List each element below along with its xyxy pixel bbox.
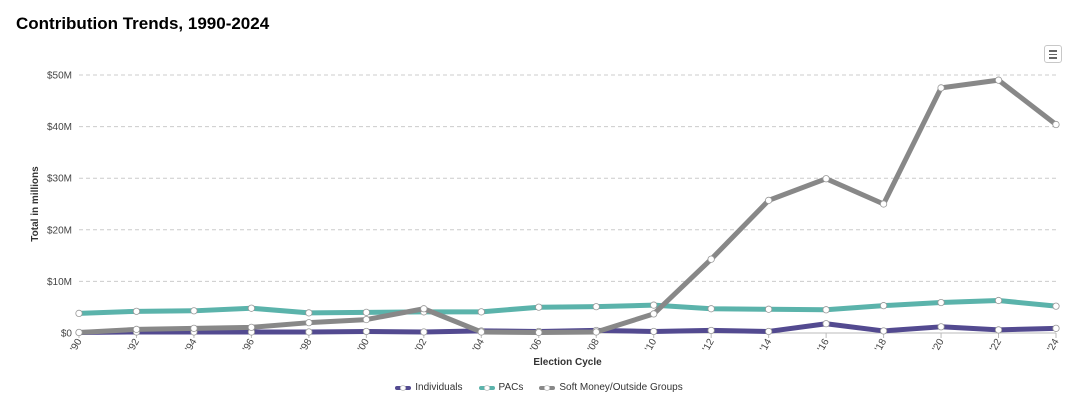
series-lines [75,76,1060,337]
data-point[interactable] [592,328,600,336]
data-point[interactable] [1052,302,1060,310]
y-axis-title: Total in millions [30,166,41,242]
chart-menu-button[interactable] [1044,45,1062,63]
x-axis-title: Election Cycle [533,357,602,368]
legend-label: PACs [498,382,524,393]
data-point[interactable] [75,309,83,317]
y-tick-label: $40M [47,122,72,133]
legend-swatch-icon [478,384,495,392]
x-tick-label: '24 [1046,337,1062,354]
y-axis-ticks: $0 $10M $20M $30M $40M $50M [47,71,72,340]
data-point[interactable] [477,308,485,316]
legend-item[interactable]: Individuals [395,382,463,393]
data-point[interactable] [994,296,1003,305]
x-tick-label: '98 [298,337,314,354]
line-chart: $0$10M$20M$30M$40M$50M '90'92'94'96'98'0… [30,71,1062,369]
legend-item[interactable]: Soft Money/Outside Groups [539,382,683,393]
data-point[interactable] [650,301,658,309]
y-tick-label: $30M [47,174,72,185]
x-tick-label: '02 [413,337,429,354]
data-point[interactable] [765,196,773,204]
data-point[interactable] [592,303,600,311]
x-tick-label: '22 [988,337,1004,354]
data-point[interactable] [535,328,543,337]
data-point[interactable] [937,84,945,92]
x-tick-label: '14 [758,337,774,354]
series-line [76,77,1059,335]
data-point[interactable] [420,328,428,336]
grid-lines [79,74,1056,334]
data-point[interactable] [305,309,313,317]
data-point[interactable] [879,302,888,310]
data-point[interactable] [765,305,773,313]
data-point[interactable] [362,315,370,324]
data-point[interactable] [305,319,313,327]
chart-legend: Individuals PACs Soft Money/Outside Groups [0,382,1078,393]
y-tick-label: $10M [47,277,72,288]
data-point[interactable] [1052,324,1060,332]
hamburger-menu-icon [1049,50,1057,52]
data-point[interactable] [994,76,1003,84]
x-tick-label: '08 [586,337,602,354]
x-tick-label: '04 [471,337,487,354]
data-point[interactable] [75,328,83,337]
legend-swatch-icon [539,384,556,392]
y-tick-label: $50M [47,71,72,82]
y-tick-label: $0 [61,329,73,340]
x-tick-label: '10 [643,337,659,354]
x-tick-label: '18 [873,337,889,354]
x-tick-label: '06 [528,337,544,354]
data-point[interactable] [305,328,313,336]
data-point[interactable] [707,326,715,335]
data-point[interactable] [707,255,715,263]
data-point[interactable] [132,307,141,315]
data-point[interactable] [535,303,543,311]
data-point[interactable] [937,298,945,307]
data-point[interactable] [650,327,658,336]
data-point[interactable] [822,306,830,314]
x-tick-label: '96 [241,337,257,354]
data-point[interactable] [190,324,198,332]
x-tick-label: '12 [701,337,717,354]
x-tick-label: '92 [126,337,142,354]
x-tick-label: '00 [356,337,372,354]
series-1 [75,296,1060,317]
x-tick-label: '20 [931,337,947,354]
data-point[interactable] [707,305,715,313]
data-point[interactable] [247,304,256,312]
data-point[interactable] [132,325,141,333]
y-tick-label: $20M [47,225,72,236]
legend-swatch-icon [395,384,412,392]
data-point[interactable] [650,310,658,318]
data-point[interactable] [362,327,370,336]
data-point[interactable] [247,323,256,331]
data-point[interactable] [420,305,428,313]
legend-label: Soft Money/Outside Groups [559,382,683,393]
data-point[interactable] [879,327,888,335]
series-2 [75,76,1060,337]
data-point[interactable] [1052,120,1060,129]
x-axis-ticks: '90'92'94'96'98'00'02'04'06'08'10'12'14 '… [69,333,1062,354]
series-line [76,297,1059,316]
data-point[interactable] [879,200,888,208]
legend-item[interactable]: PACs [478,382,524,393]
data-point[interactable] [765,327,773,336]
legend-label: Individuals [415,382,463,393]
data-point[interactable] [362,308,370,316]
x-tick-label: '16 [816,337,832,354]
data-point[interactable] [822,175,830,183]
data-point[interactable] [477,328,485,336]
data-point[interactable] [937,323,945,331]
data-point[interactable] [822,320,830,328]
data-point[interactable] [994,326,1003,334]
chart-title: Contribution Trends, 1990-2024 [16,14,270,33]
data-point[interactable] [190,307,198,315]
x-tick-label: '94 [183,337,199,354]
